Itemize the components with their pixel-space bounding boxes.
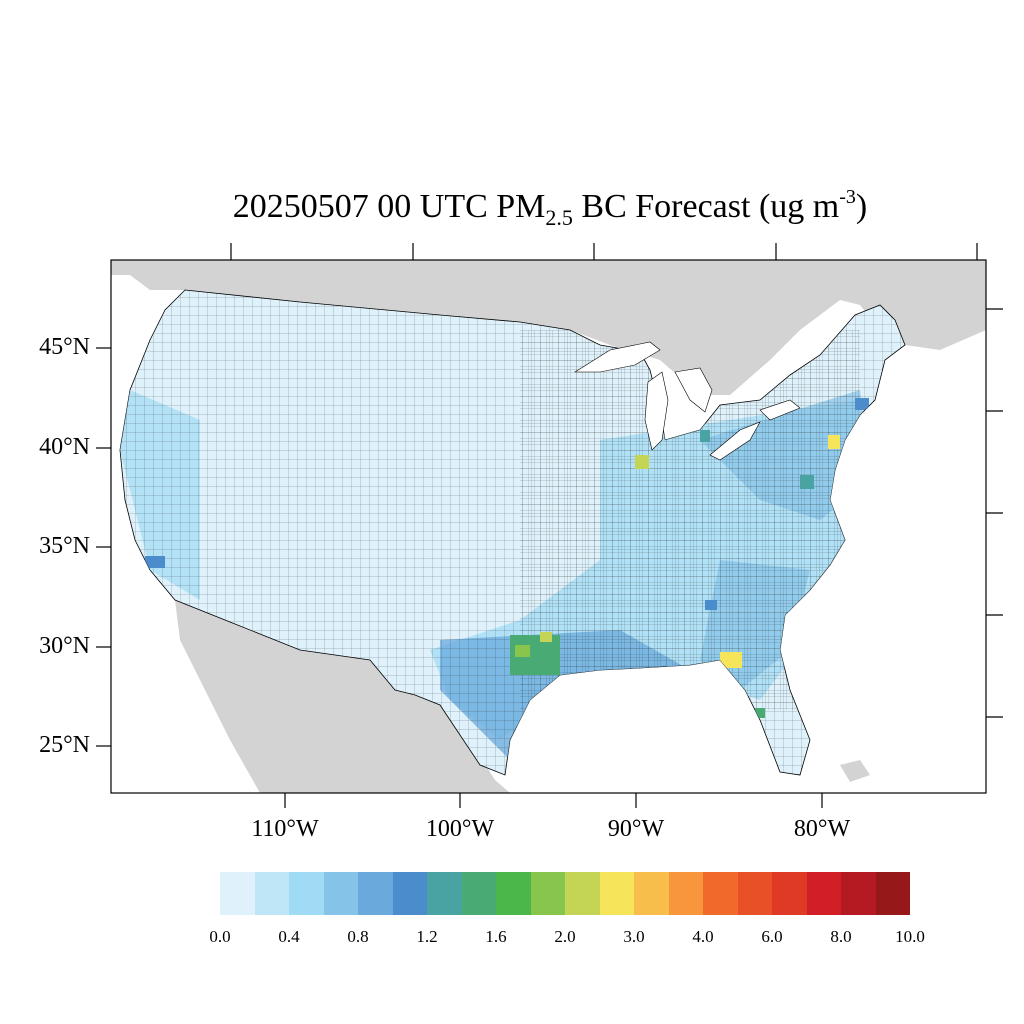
axis-ticks	[96, 243, 1003, 808]
legend-swatch	[461, 872, 496, 915]
legend-label: 8.0	[830, 927, 852, 946]
legend-swatch	[737, 872, 772, 915]
lat-label-25: 25°N	[39, 732, 90, 758]
legend-swatch	[668, 872, 703, 915]
legend-swatch	[289, 872, 324, 915]
lat-label-40: 40°N	[39, 434, 90, 460]
legend-label: 4.0	[692, 927, 714, 946]
legend-label: 0.8	[347, 927, 369, 946]
legend-swatch	[392, 872, 427, 915]
legend-swatch	[565, 872, 600, 915]
lat-label-30: 30°N	[39, 633, 90, 659]
legend-swatch	[358, 872, 393, 915]
legend-label: 1.6	[485, 927, 507, 946]
legend-label: 6.0	[761, 927, 783, 946]
map-title: 20250507 00 UTC PM2.5 BC Forecast (ug m-…	[232, 186, 868, 230]
lon-label-80w: 80°W	[793, 816, 851, 842]
color-legend	[220, 872, 910, 915]
legend-label: 0.0	[209, 927, 231, 946]
lat-label-35: 35°N	[39, 533, 90, 559]
lon-label-90w: 90°W	[607, 816, 665, 842]
legend-swatch	[220, 872, 255, 915]
mexico-land	[175, 600, 510, 793]
lon-label-110w: 110°W	[251, 816, 319, 842]
cuba-land	[840, 760, 870, 782]
legend-swatch	[806, 872, 841, 915]
legend-swatch	[772, 872, 807, 915]
legend-swatch	[496, 872, 531, 915]
map-frame	[110, 259, 987, 794]
legend-swatch	[530, 872, 565, 915]
legend-swatch	[254, 872, 289, 915]
lat-label-45: 45°N	[39, 334, 90, 360]
legend-label: 10.0	[895, 927, 925, 946]
legend-swatch	[323, 872, 358, 915]
legend-swatch	[703, 872, 738, 915]
legend-swatch	[634, 872, 669, 915]
legend-swatch	[599, 872, 634, 915]
great-lakes	[573, 341, 801, 461]
legend-label: 3.0	[623, 927, 645, 946]
legend-label: 2.0	[554, 927, 576, 946]
legend-label: 1.2	[416, 927, 438, 946]
lon-label-100w: 100°W	[425, 816, 495, 842]
legend-swatch	[427, 872, 462, 915]
legend-swatch	[841, 872, 876, 915]
canada-land	[111, 260, 986, 395]
legend-swatch	[875, 872, 910, 915]
legend-label: 0.4	[278, 927, 300, 946]
